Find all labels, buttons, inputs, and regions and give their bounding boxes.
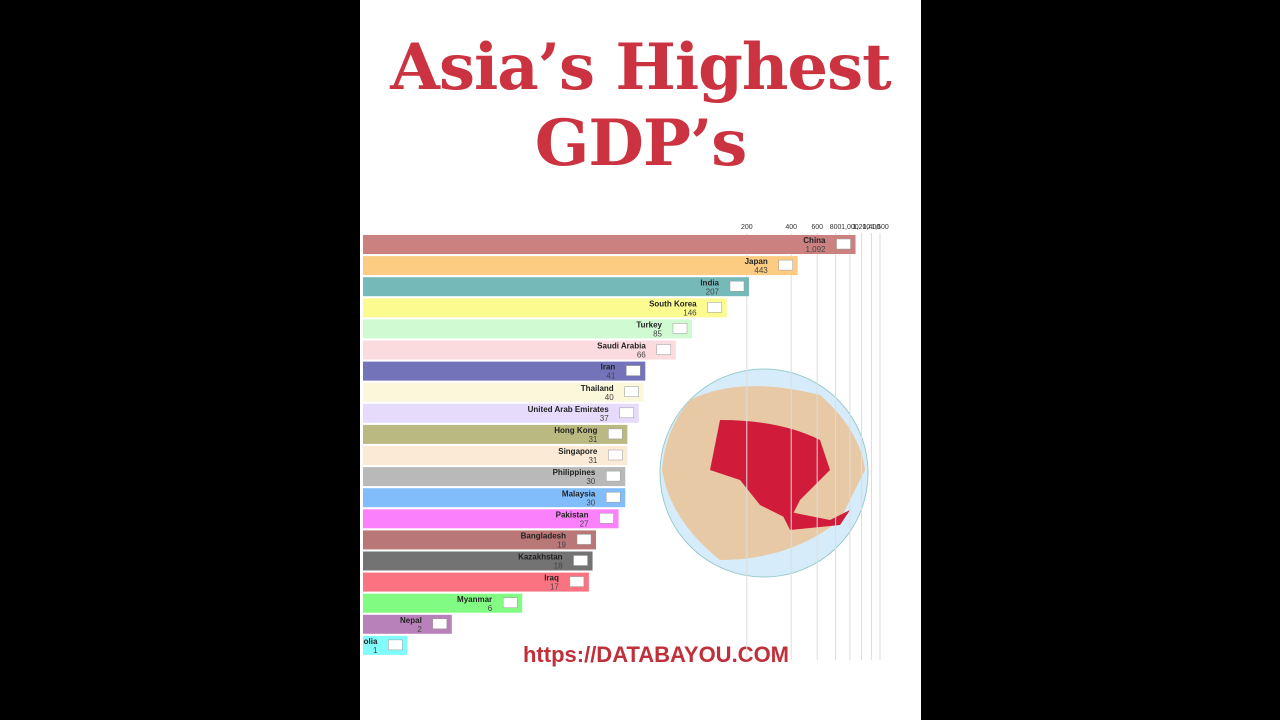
bar-label: Turkey bbox=[636, 321, 662, 330]
bar-label: Japan bbox=[745, 257, 768, 266]
bar-label: Mongolia bbox=[360, 637, 378, 646]
value-label: 1 bbox=[373, 646, 378, 655]
bar-label: Bangladesh bbox=[521, 532, 566, 541]
flag bbox=[576, 534, 592, 545]
video-frame: Asia’s Highest GDP’s https://DATABAYOU.C… bbox=[360, 0, 921, 720]
bar-label: Malaysia bbox=[562, 489, 596, 498]
value-label: 443 bbox=[754, 266, 768, 275]
x-tick-label: 1,000 bbox=[841, 224, 859, 231]
flag bbox=[608, 449, 623, 461]
value-label: 37 bbox=[600, 414, 609, 423]
value-label: 146 bbox=[683, 308, 697, 317]
bar bbox=[363, 572, 589, 592]
flag bbox=[778, 259, 793, 271]
bar bbox=[363, 446, 628, 465]
bar-label: Nepal bbox=[400, 616, 422, 625]
flag bbox=[432, 618, 448, 630]
bar bbox=[363, 361, 646, 381]
chart-title: Asia’s Highest GDP’s bbox=[390, 30, 891, 181]
bar-label: India bbox=[700, 278, 719, 287]
bar bbox=[363, 593, 523, 613]
bar bbox=[363, 551, 593, 571]
value-label: 40 bbox=[605, 393, 614, 402]
value-label: 31 bbox=[588, 435, 597, 444]
flag bbox=[619, 407, 634, 419]
flag bbox=[606, 470, 621, 482]
x-tick-label: 600 bbox=[811, 224, 823, 231]
bar-label: Pakistan bbox=[556, 510, 589, 519]
flag bbox=[626, 365, 641, 376]
footer-url: https://DATABAYOU.COM bbox=[523, 642, 789, 667]
flag bbox=[836, 238, 851, 250]
bar-label: Myanmar bbox=[457, 595, 492, 604]
bar-label: Kazakhstan bbox=[518, 553, 563, 562]
value-label: 17 bbox=[550, 583, 559, 592]
flag bbox=[606, 491, 621, 503]
bar-label: United Arab Emirates bbox=[528, 405, 610, 414]
value-label: 2 bbox=[417, 625, 422, 634]
value-label: 19 bbox=[557, 541, 566, 550]
bar-label: Saudi Arabia bbox=[597, 342, 646, 351]
flag bbox=[729, 280, 745, 292]
bar bbox=[363, 235, 856, 254]
value-label: 30 bbox=[586, 477, 595, 486]
bar bbox=[363, 488, 626, 508]
value-label: 85 bbox=[653, 330, 662, 339]
bar bbox=[363, 530, 597, 550]
bar bbox=[363, 277, 750, 297]
flag bbox=[569, 576, 585, 587]
flag bbox=[707, 302, 722, 313]
value-label: 18 bbox=[554, 562, 563, 571]
x-tick-label: 200 bbox=[741, 224, 753, 231]
x-tick-label: 1,600 bbox=[871, 224, 889, 231]
globe-asia bbox=[710, 420, 850, 530]
bar-label: Philippines bbox=[553, 468, 596, 477]
bar-label: Singapore bbox=[558, 447, 598, 456]
x-tick-label: 1,200 bbox=[853, 224, 871, 231]
bar-label: South Korea bbox=[649, 299, 697, 308]
flag bbox=[573, 555, 588, 566]
bar bbox=[363, 298, 727, 318]
bar bbox=[363, 467, 626, 487]
bar bbox=[363, 256, 798, 276]
bar bbox=[363, 509, 619, 529]
value-label: 27 bbox=[580, 519, 589, 528]
value-label: 1,092 bbox=[805, 245, 826, 254]
flag bbox=[624, 386, 639, 397]
value-label: 31 bbox=[588, 456, 597, 465]
bar-label: China bbox=[803, 236, 826, 245]
bar bbox=[363, 403, 639, 423]
value-label: 30 bbox=[586, 498, 595, 507]
bar bbox=[363, 424, 628, 444]
globe bbox=[659, 368, 869, 578]
value-label: 207 bbox=[706, 287, 720, 296]
bar bbox=[363, 319, 692, 339]
bar-label: Iraq bbox=[544, 574, 559, 583]
flag bbox=[502, 597, 518, 608]
flag bbox=[388, 639, 403, 651]
x-tick-label: 800 bbox=[830, 224, 842, 231]
x-tick-label: 1,400 bbox=[863, 224, 881, 231]
value-label: 6 bbox=[488, 604, 493, 613]
value-label: 41 bbox=[606, 372, 615, 381]
bar bbox=[363, 614, 452, 634]
flag bbox=[656, 344, 672, 355]
flag bbox=[672, 323, 688, 334]
flag bbox=[608, 428, 623, 440]
bar bbox=[363, 340, 676, 360]
bar bbox=[363, 382, 644, 402]
value-label: 66 bbox=[637, 351, 646, 360]
bar-label: Hong Kong bbox=[554, 426, 597, 435]
x-tick-label: 400 bbox=[785, 224, 797, 231]
bar-label: Thailand bbox=[581, 384, 614, 393]
bar-label: Iran bbox=[601, 363, 616, 372]
flag bbox=[599, 513, 614, 524]
chart: https://DATABAYOU.COM 200 400 600 800 1,0001… bbox=[360, 224, 889, 667]
